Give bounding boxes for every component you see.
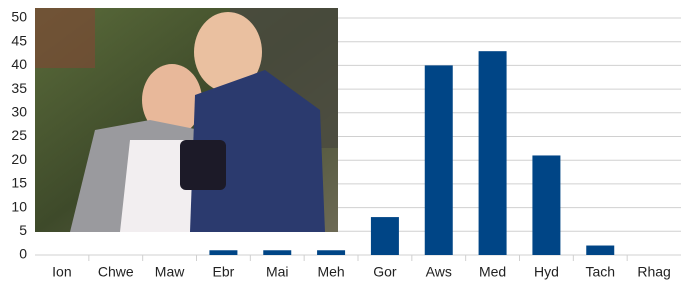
chart: 0 5 10 15 20 25 30 35 40 45 50 Ion Chwe Maw Ebr Mai Meh G… <box>0 0 683 282</box>
x-tick-label: Maw <box>155 264 185 280</box>
y-tick-label: 40 <box>11 56 27 72</box>
bar <box>317 250 345 255</box>
x-tick-label: Hyd <box>534 264 559 280</box>
photo-fence <box>35 8 95 68</box>
y-tick-label: 30 <box>11 104 27 120</box>
bar <box>425 65 453 255</box>
photo-berries <box>180 140 226 190</box>
y-tick-label: 20 <box>11 151 27 167</box>
y-tick-label: 10 <box>11 198 27 214</box>
y-tick-label: 25 <box>11 127 27 143</box>
x-tick-label: Ion <box>52 264 71 280</box>
bar <box>586 246 614 255</box>
y-tick-label: 50 <box>11 9 27 25</box>
bar <box>479 51 507 255</box>
x-tick-label: Mai <box>266 264 289 280</box>
y-tick-label: 5 <box>19 222 27 238</box>
x-tick-label: Ebr <box>213 264 235 280</box>
x-tick-label: Rhag <box>637 264 670 280</box>
bar <box>209 250 237 255</box>
photo <box>35 8 338 232</box>
x-tick-label: Gor <box>373 264 397 280</box>
x-tick-label: Chwe <box>98 264 134 280</box>
y-tick-label: 15 <box>11 175 27 191</box>
x-tick-label: Med <box>479 264 506 280</box>
bar <box>371 217 399 255</box>
y-tick-label: 35 <box>11 80 27 96</box>
bar <box>263 250 291 255</box>
y-tick-label: 0 <box>19 246 27 262</box>
y-tick-label: 45 <box>11 32 27 48</box>
x-tick-label: Aws <box>426 264 452 280</box>
x-tick-label: Tach <box>585 264 615 280</box>
x-tick-label: Meh <box>317 264 344 280</box>
page: {"chart_data": {"type": "bar", "categori… <box>0 0 683 282</box>
bar <box>532 155 560 255</box>
